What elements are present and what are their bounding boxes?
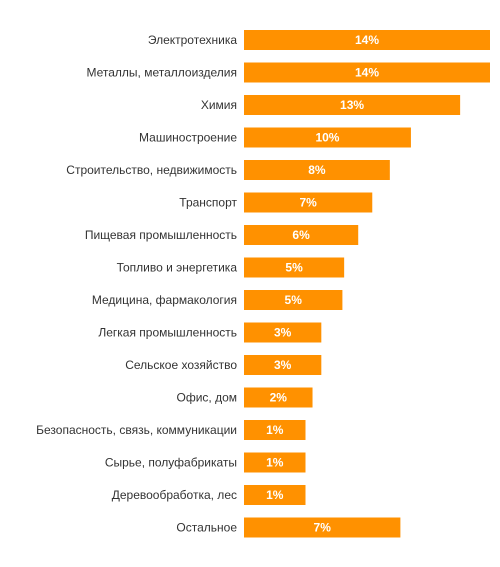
bar [244,257,345,278]
bar [244,387,313,408]
category-label: Офис, дом [176,391,237,405]
bar [244,452,306,473]
bar [244,517,401,538]
value-label: 2% [270,391,288,405]
value-label: 1% [266,456,284,470]
bar [244,127,411,148]
bar [244,322,322,343]
bar [244,355,322,375]
bar [244,420,306,440]
category-label: Сельское хозяйство [125,358,237,372]
value-label: 3% [274,326,292,340]
value-label: 6% [292,228,310,242]
value-label: 1% [266,488,284,502]
category-label: Металлы, металлоизделия [86,66,237,80]
value-label: 13% [340,98,364,112]
category-label: Топливо и энергетика [117,261,238,275]
category-label: Электротехника [148,33,237,47]
value-label: 7% [314,521,332,535]
category-label: Безопасность, связь, коммуникации [36,423,237,437]
category-label: Машиностроение [139,131,237,145]
category-label: Сырье, полуфабрикаты [105,456,237,470]
category-label: Легкая промышленность [98,326,237,340]
value-label: 14% [355,33,379,47]
bar [244,30,490,50]
category-label: Пищевая промышленность [85,228,237,242]
value-label: 5% [285,293,303,307]
bar [244,160,390,180]
category-label: Деревообработка, лес [112,488,237,502]
value-label: 7% [299,196,317,210]
category-label: Остальное [176,521,237,535]
bar [244,225,359,245]
category-label: Химия [201,98,237,112]
value-label: 5% [285,261,303,275]
value-label: 1% [266,423,284,437]
bar [244,290,343,310]
category-label: Медицина, фармакология [92,293,237,307]
bar [244,485,306,505]
category-label: Транспорт [179,196,237,210]
value-label: 14% [355,66,379,80]
bar [244,192,373,213]
value-label: 10% [315,131,339,145]
bar [244,95,461,115]
category-label: Строительство, недвижимость [66,163,237,177]
bar [244,62,490,83]
value-label: 3% [274,358,292,372]
value-label: 8% [308,163,326,177]
